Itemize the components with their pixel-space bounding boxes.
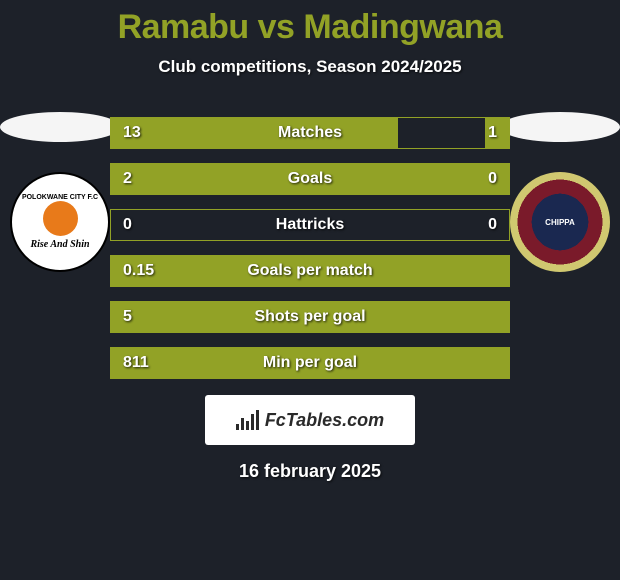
stat-label: Goals (288, 170, 332, 188)
stats-bars: 13 Matches 1 2 Goals 0 0 Hattricks 0 0.15 Goals pe… (110, 117, 510, 379)
stat-value-right: 0 (488, 170, 497, 188)
stat-value-left: 5 (123, 308, 132, 326)
date-text: 16 february 2025 (0, 461, 620, 482)
comparison-content: POLOKWANE CITY F.C Rise And Shin CHIPPA … (0, 117, 620, 379)
stat-value-right: 1 (488, 124, 497, 142)
left-team-crest: POLOKWANE CITY F.C Rise And Shin (10, 172, 110, 272)
right-team-column: CHIPPA (500, 112, 620, 272)
left-team-column: POLOKWANE CITY F.C Rise And Shin (0, 112, 120, 272)
stat-label: Goals per match (247, 262, 372, 280)
stat-value-left: 811 (123, 354, 149, 372)
brand-badge: FcTables.com (205, 395, 415, 445)
stat-label: Min per goal (263, 354, 357, 372)
stat-value-left: 0.15 (123, 262, 154, 280)
stat-label: Matches (278, 124, 342, 142)
stat-value-left: 13 (123, 124, 141, 142)
right-team-crest: CHIPPA (510, 172, 610, 272)
left-shadow-ellipse (0, 112, 120, 142)
brand-chart-icon (236, 410, 259, 430)
stat-row: 811 Min per goal (110, 347, 510, 379)
page-title: Ramabu vs Madingwana (0, 0, 620, 47)
stat-label: Hattricks (276, 216, 344, 234)
stat-row: 0 Hattricks 0 (110, 209, 510, 241)
subtitle: Club competitions, Season 2024/2025 (0, 57, 620, 77)
crest-text: CHIPPA (545, 218, 575, 227)
crest-text-top: POLOKWANE CITY F.C (22, 194, 98, 201)
stat-row: 0.15 Goals per match (110, 255, 510, 287)
stat-value-left: 2 (123, 170, 132, 188)
stat-row: 13 Matches 1 (110, 117, 510, 149)
stat-value-right: 0 (488, 216, 497, 234)
crest-text-bottom: Rise And Shin (30, 239, 89, 250)
stat-row: 5 Shots per goal (110, 301, 510, 333)
bar-fill-left (111, 118, 398, 148)
stat-row: 2 Goals 0 (110, 163, 510, 195)
brand-text: FcTables.com (265, 410, 384, 431)
right-shadow-ellipse (500, 112, 620, 142)
stat-label: Shots per goal (254, 308, 365, 326)
stat-value-left: 0 (123, 216, 132, 234)
crest-inner-icon (43, 201, 78, 236)
